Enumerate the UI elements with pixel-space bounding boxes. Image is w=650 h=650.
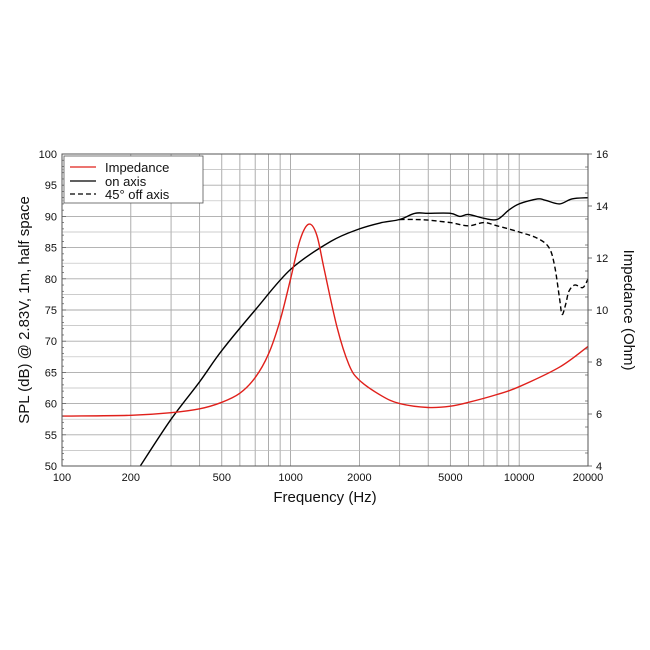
x-tick-label: 500	[213, 472, 231, 484]
y2-tick-label: 12	[596, 253, 608, 265]
legend-label-off-axis: 45° off axis	[105, 187, 170, 202]
series-on-axis-line	[139, 197, 589, 467]
x-axis-ticks: 100 200 500 1000 2000 5000 10000 20000	[53, 472, 603, 484]
x-tick-label: 100	[53, 472, 71, 484]
y-tick-label: 65	[45, 367, 57, 379]
x-tick-label: 2000	[347, 472, 371, 484]
series-layer	[61, 197, 589, 467]
series-impedance-line	[61, 223, 589, 417]
x-tick-label: 10000	[504, 472, 535, 484]
y-tick-label: 90	[45, 211, 57, 223]
y2-axis-ticks: 4 6 8 10 12 14 16	[585, 149, 608, 473]
y2-tick-label: 4	[596, 461, 602, 473]
y-tick-label: 85	[45, 243, 57, 255]
y-tick-label: 55	[45, 430, 57, 442]
legend-box	[63, 155, 204, 204]
y2-tick-label: 6	[596, 409, 602, 421]
x-tick-label: 200	[122, 472, 140, 484]
y-tick-label: 100	[39, 149, 57, 161]
legend: Impedance on axis 45° off axis	[63, 155, 204, 204]
legend-label-impedance: Impedance	[105, 160, 169, 175]
series-45-off-axis-line	[399, 218, 589, 316]
y-tick-label: 80	[45, 274, 57, 286]
y-axis-ticks: 50 55 60 65 70 75 80 85 90 95 100	[39, 149, 66, 473]
legend-label-on-axis: on axis	[105, 174, 147, 189]
y2-tick-label: 16	[596, 149, 608, 161]
grid	[62, 154, 588, 466]
y-tick-label: 50	[45, 461, 57, 473]
y-axis-label: SPL (dB) @ 2.83V, 1m, half space	[16, 196, 33, 424]
y2-tick-label: 10	[596, 305, 608, 317]
y-tick-label: 75	[45, 305, 57, 317]
x-tick-label: 1000	[278, 472, 302, 484]
x-axis-label: Frequency (Hz)	[273, 489, 376, 506]
x-tick-label: 20000	[573, 472, 604, 484]
y2-axis-label: Impedance (Ohm)	[620, 250, 637, 371]
y2-tick-label: 8	[596, 357, 602, 369]
y-tick-label: 70	[45, 336, 57, 348]
y-tick-label: 60	[45, 399, 57, 411]
y2-tick-label: 14	[596, 201, 608, 213]
y-tick-label: 95	[45, 180, 57, 192]
x-tick-label: 5000	[438, 472, 462, 484]
